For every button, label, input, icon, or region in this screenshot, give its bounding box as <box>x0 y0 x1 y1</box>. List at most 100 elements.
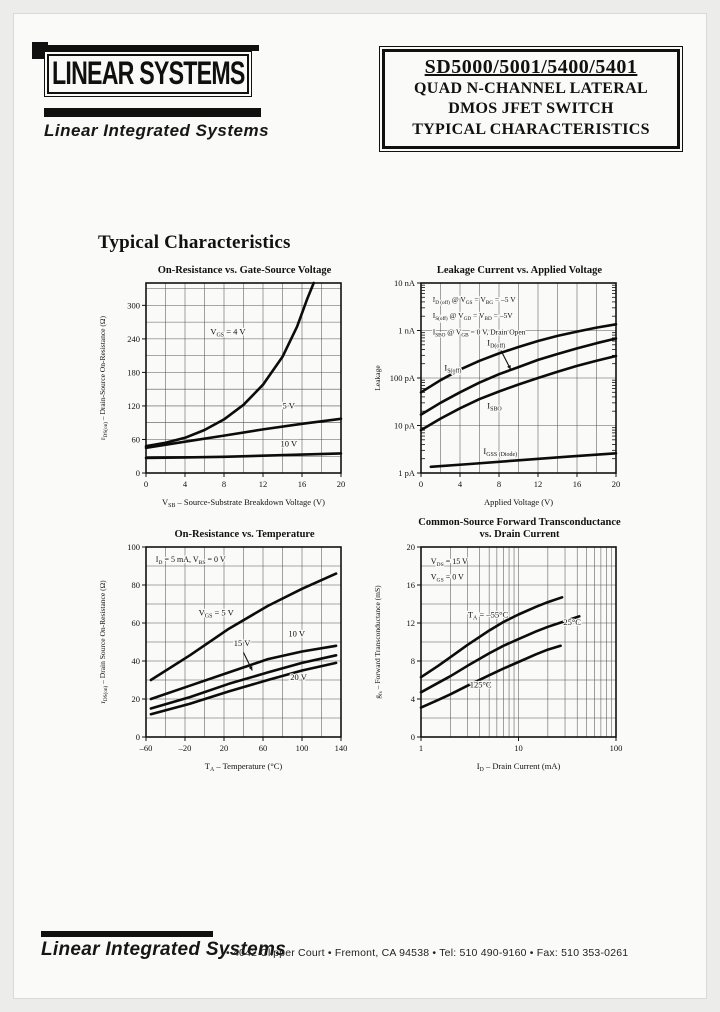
part-title-inner-frame: SD5000/5001/5400/5401 QUAD N-CHANNEL LAT… <box>382 49 680 150</box>
chart-label: ID = 5 mA, VBS = 0 V <box>156 555 226 566</box>
x-tick-label: 10 <box>514 743 523 753</box>
series-VGS = 10 V <box>149 644 338 701</box>
x-tick-label: 100 <box>610 743 623 753</box>
logo-bottom-bar <box>44 108 261 117</box>
part-description-line1: QUAD N-CHANNEL LATERAL <box>414 80 648 97</box>
y-tick-label: 300 <box>127 300 140 310</box>
chart-label: 15 V <box>234 638 251 648</box>
chart-transconductance-vs-drain-current: Common-Source Forward Transconductance v… <box>369 517 654 779</box>
x-tick-label: 0 <box>144 479 148 489</box>
series-TA = 125 C <box>419 644 562 709</box>
x-tick-label: –60 <box>139 743 153 753</box>
x-tick-label: 100 <box>296 743 309 753</box>
plot-frame <box>145 282 342 474</box>
part-numbers: SD5000/5001/5400/5401 <box>424 56 638 78</box>
footer-bar <box>41 931 213 937</box>
series-ID(off) <box>419 323 618 394</box>
chart-label: VDS = 15 V <box>431 557 468 568</box>
x-tick-label: 4 <box>458 479 463 489</box>
x-tick-label: 140 <box>335 743 348 753</box>
chart-label: IS(off) @ VGD = VBD = –5V <box>433 311 514 322</box>
y-tick-label: 40 <box>132 656 141 666</box>
x-tick-label: 1 <box>419 743 423 753</box>
curve-labels: VGS = 4 V 5 V 10 V <box>209 325 299 449</box>
chart-canvas: 0 4 8 12 16 20 0 60 120 180 240 300 VGS = 4 V 5 V 10 V… <box>98 281 346 509</box>
curve-labels: VDS = 15 V VGS = 0 V TA = –55°C 25°C 125°C <box>430 556 583 691</box>
y-tick-label: 20 <box>132 694 141 704</box>
curve-labels: ID (off) @ VGS = VBG = –5 V IS(off) @ VGD… <box>432 294 527 459</box>
y-tick-label: 12 <box>407 618 416 628</box>
chart-leakage-current-vs-applied-voltage: Leakage Current vs. Applied Voltage 0 4 8 1… <box>369 265 654 515</box>
x-axis-label: TA – Temperature (°C) <box>205 761 283 773</box>
y-tick-label: 180 <box>127 367 140 377</box>
chart-title: On-Resistance vs. Temperature <box>174 529 315 540</box>
page-background: LINEAR SYSTEMS Linear Integrated Systems… <box>13 13 707 999</box>
x-tick-label: 60 <box>259 743 268 753</box>
logo-wordmark: LINEAR SYSTEMS <box>51 55 245 92</box>
x-axis-label: VSB – Source-Substrate Breakdown Voltage… <box>162 497 325 509</box>
tick-labels: 1 10 100 0 4 8 12 16 20 <box>407 542 623 753</box>
tick-labels: –60 –20 20 60 100 140 0 20 40 60 80 100 <box>127 542 347 753</box>
y-tick-label: 100 <box>127 542 140 552</box>
series-curves <box>419 323 618 469</box>
chart-title-line2: vs. Drain Current <box>479 529 560 540</box>
footer-address: • 4042 Clipper Court • Fremont, CA 94538… <box>226 947 629 959</box>
y-tick-label: 240 <box>127 334 140 344</box>
y-tick-label: 8 <box>411 656 415 666</box>
chart-label: 25°C <box>563 617 581 627</box>
series-VGS = 20 V <box>149 661 338 716</box>
grid <box>421 547 616 737</box>
tick-labels: 0 4 8 12 16 20 10 nA 1 nA 100 pA 10 pA 1 pA <box>390 278 621 489</box>
y-tick-label: 80 <box>132 580 141 590</box>
series-VGS = 10 V <box>144 452 343 460</box>
linear-systems-logo: LINEAR SYSTEMS <box>44 51 252 97</box>
chart-title: Leakage Current vs. Applied Voltage <box>436 265 603 276</box>
series-IGSS (Diode) <box>429 452 618 469</box>
chart-on-resistance-vs-gate-source-voltage: On-Resistance vs. Gate-Source Voltage 0 4… <box>94 265 379 515</box>
chart-label: VGS = 0 V <box>431 572 464 583</box>
x-axis-label: Applied Voltage (V) <box>484 497 553 507</box>
series-TA = 25 C <box>419 615 581 694</box>
chart-label: 20 V <box>290 672 307 682</box>
series-VGS = 4 V <box>144 281 315 448</box>
y-tick-label: 20 <box>407 542 416 552</box>
chart-label: 10 V <box>281 438 298 448</box>
chart-title: Common-Source Forward Transconductance <box>418 517 621 528</box>
chart-label: VGS = 4 V <box>210 326 246 338</box>
logo-subtitle: Linear Integrated Systems <box>44 121 270 140</box>
part-description-line3: TYPICAL CHARACTERISTICS <box>412 120 650 138</box>
series-ISBO <box>419 354 618 432</box>
y-tick-label: 4 <box>411 694 416 704</box>
chart-canvas: –60 –20 20 60 100 140 0 20 40 60 80 100 ID = 5 mA, V… <box>98 542 347 773</box>
part-description-line2: DMOS JFET SWITCH <box>448 100 614 118</box>
series-TA = -55 C <box>419 596 564 679</box>
chart-label: VGS = 5 V <box>199 607 235 619</box>
series-VGS = 5 V <box>144 417 343 450</box>
x-tick-label: 4 <box>183 479 188 489</box>
series-IS(off) <box>419 337 618 416</box>
chart-label: 10 V <box>288 628 305 638</box>
x-tick-label: 20 <box>337 479 346 489</box>
y-tick-label: 60 <box>132 618 141 628</box>
y-tick-label: 120 <box>127 401 140 411</box>
chart-label: IS(off) <box>444 362 461 374</box>
series-curves <box>149 572 338 716</box>
chart-canvas: 0 4 8 12 16 20 10 nA 1 nA 100 pA 10 pA 1 pA ID (off… <box>373 278 621 507</box>
logo-top-bar <box>44 45 259 51</box>
curve-labels: ID = 5 mA, VBS = 0 V VGS = 5 V 15 V 10 V 20 … <box>155 554 309 683</box>
logo-inner-frame: LINEAR SYSTEMS <box>47 54 249 94</box>
y-axis-label: rDS(on) – Drain-Source On-Resistance (Ω) <box>98 316 109 440</box>
y-tick-label: 10 pA <box>394 421 416 431</box>
y-axis-label: gfs – Forward Transconductance (mS) <box>373 585 384 699</box>
x-tick-label: 12 <box>534 479 543 489</box>
chart-label: ID(off) <box>487 338 505 350</box>
y-tick-label: 1 nA <box>398 326 416 336</box>
y-tick-label: 60 <box>132 434 141 444</box>
chart-label: ISBO <box>487 400 502 412</box>
x-tick-label: 8 <box>497 479 501 489</box>
x-axis-label: ID – Drain Current (mA) <box>477 761 561 773</box>
series-curves <box>144 281 343 460</box>
chart-label: IGSS (Diode) <box>483 446 517 458</box>
y-axis-label: rDS(on) – Drain Source On-Resistance (Ω) <box>98 580 109 704</box>
chart-canvas: 1 10 100 0 4 8 12 16 20 VDS = 15 V VGS = 0 V TA = –… <box>373 542 623 773</box>
